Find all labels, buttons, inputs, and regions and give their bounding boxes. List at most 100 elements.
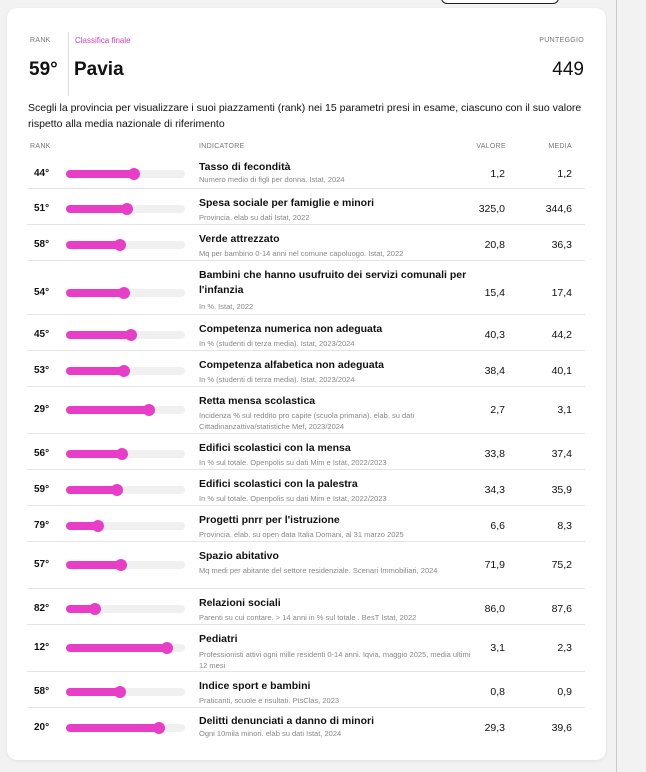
indicator-source: In % (studenti di terza media). Istat, 2… <box>199 375 355 384</box>
indicator-mean: 36,3 <box>551 239 572 251</box>
indicator-value: 71,9 <box>484 559 505 571</box>
rank-bar-marker <box>114 559 127 571</box>
row-rank: 53° <box>34 365 50 376</box>
column-header-mean: MEDIA <box>548 143 572 150</box>
top-strip <box>0 0 646 8</box>
indicator-value: 29,3 <box>484 722 505 734</box>
top-partial-button[interactable] <box>441 0 559 4</box>
rank-bar-marker <box>127 168 140 180</box>
row-rank: 12° <box>34 642 50 653</box>
indicator-title: Indice sport e bambini <box>199 680 311 692</box>
table-row[interactable]: 44° Tasso di fecondità Numero medio di fig… <box>27 153 585 189</box>
rank-bar-fill <box>66 605 95 613</box>
indicator-title: Retta mensa scolastica <box>199 395 316 407</box>
indicator-title: Delitti denunciati a danno di minori <box>199 715 375 727</box>
table-row[interactable]: 51° Spesa sociale per famiglie e minori Pr… <box>27 188 585 225</box>
indicator-title: Verde attrezzato <box>199 233 280 245</box>
indicator-mean: 2,3 <box>557 642 572 654</box>
table-row[interactable]: 57° Spazio abitativo Mq medi per abitante … <box>27 541 585 589</box>
row-rank: 45° <box>34 329 50 340</box>
indicator-source: Praticanti, scuole e risultati. PtsClas,… <box>199 696 340 705</box>
rank-bar-marker <box>113 686 126 698</box>
rank-bar-marker <box>152 722 165 734</box>
row-rank: 57° <box>34 559 50 570</box>
indicator-source: Ogni 10mila minori. elab su dati Istat, … <box>199 729 342 738</box>
rank-bar-marker <box>118 287 131 299</box>
rank-bar <box>66 559 185 571</box>
indicator-value: 40,3 <box>484 329 505 341</box>
indicator-source: Professionisti attivi ogni mille residen… <box>199 650 471 670</box>
rank-bar <box>66 287 185 299</box>
table-row[interactable]: 79° Progetti pnrr per l'istruzione Provinc… <box>27 505 585 542</box>
table-row[interactable]: 12° Pediatri Professionisti attivi ogni mi… <box>27 624 585 672</box>
row-rank: 56° <box>34 448 50 459</box>
indicator-source: Provincia. elab su dati Istat, 2022 <box>199 213 310 222</box>
rank-bar <box>66 404 185 416</box>
row-rank: 58° <box>34 239 50 250</box>
overall-rank: 59° <box>29 59 58 80</box>
page-divider <box>616 0 617 772</box>
indicator-title: Progetti pnrr per l'istruzione <box>199 514 340 526</box>
indicator-title: Spesa sociale per famiglie e minori <box>199 197 375 209</box>
rank-label: RANK <box>30 37 51 44</box>
rank-bar-marker <box>143 404 156 416</box>
rank-bar-marker <box>92 520 105 532</box>
rank-bar-fill <box>66 331 132 339</box>
classification-label: Classifica finale <box>75 36 131 45</box>
table-row[interactable]: 20° Delitti denunciati a danno di minori O… <box>27 707 585 742</box>
table-row[interactable]: 53° Competenza alfabetica non adeguata In … <box>27 350 585 387</box>
rank-bar-fill <box>66 170 134 178</box>
indicator-mean: 344,6 <box>545 203 572 215</box>
rank-bar-marker <box>111 484 124 496</box>
row-rank: 44° <box>34 168 50 179</box>
indicator-source: Provincia. elab. su open data Italia Dom… <box>199 530 404 539</box>
table-row[interactable]: 82° Relazioni sociali Parenti su cui conta… <box>27 588 585 625</box>
indicator-value: 2,7 <box>490 404 505 416</box>
indicator-mean: 1,2 <box>557 168 572 180</box>
table-row[interactable]: 29° Retta mensa scolastica Incidenza % sul… <box>27 386 585 434</box>
rank-bar-fill <box>66 688 120 696</box>
rank-bar-fill <box>66 367 125 375</box>
indicator-value: 3,1 <box>490 642 505 654</box>
indicator-title: Edifici scolastici con la palestra <box>199 478 358 490</box>
rank-bar <box>66 722 185 734</box>
rank-bar-fill <box>66 561 121 569</box>
row-rank: 20° <box>34 722 50 733</box>
indicator-source: Parenti su cui contare. > 14 anni in % s… <box>199 613 417 622</box>
indicator-mean: 87,6 <box>551 603 572 615</box>
table-row[interactable]: 56° Edifici scolastici con la mensa In % s… <box>27 433 585 470</box>
rank-bar-marker <box>125 329 138 341</box>
rank-bar <box>66 203 185 215</box>
indicator-mean: 44,2 <box>551 329 572 341</box>
ranking-card: RANK Classifica finale PUNTEGGIO 59° Pav… <box>7 8 606 760</box>
indicator-source: Numero medio di figli per donna. Istat, … <box>199 175 345 184</box>
column-header-rank: RANK <box>30 143 51 150</box>
row-rank: 58° <box>34 686 50 697</box>
indicator-value: 0,8 <box>490 686 505 698</box>
table-row[interactable]: 58° Indice sport e bambini Praticanti, scu… <box>27 671 585 708</box>
description-text: Scegli la provincia per visualizzare i s… <box>28 102 582 130</box>
rank-bar-marker <box>115 448 128 460</box>
column-header-value: VALORE <box>476 143 506 150</box>
indicator-mean: 75,2 <box>551 559 572 571</box>
table-row[interactable]: 45° Competenza numerica non adeguata In % … <box>27 314 585 351</box>
indicator-source: In %. Istat, 2022 <box>199 302 254 311</box>
rank-bar <box>66 686 185 698</box>
indicator-mean: 37,4 <box>551 448 572 460</box>
row-rank: 59° <box>34 484 50 495</box>
indicator-source: Incidenza % sul reddito pro capite (scuo… <box>199 411 415 431</box>
rank-bar-marker <box>161 642 174 654</box>
rank-bar <box>66 168 185 180</box>
indicator-mean: 17,4 <box>551 287 572 299</box>
rank-bar-marker <box>113 239 126 251</box>
rank-bar <box>66 520 185 532</box>
indicator-mean: 8,3 <box>557 520 572 532</box>
indicator-title: Spazio abitativo <box>199 550 279 562</box>
table-row[interactable]: 54° Bambini che hanno usufruito dei servi… <box>27 260 585 315</box>
table-row[interactable]: 59° Edifici scolastici con la palestra In … <box>27 469 585 506</box>
table-row[interactable]: 58° Verde attrezzato Mq per bambino 0-14 a… <box>27 224 585 261</box>
rank-bar <box>66 484 185 496</box>
overall-score: 449 <box>552 59 584 80</box>
rank-bar <box>66 642 185 654</box>
indicator-value: 38,4 <box>484 365 505 377</box>
